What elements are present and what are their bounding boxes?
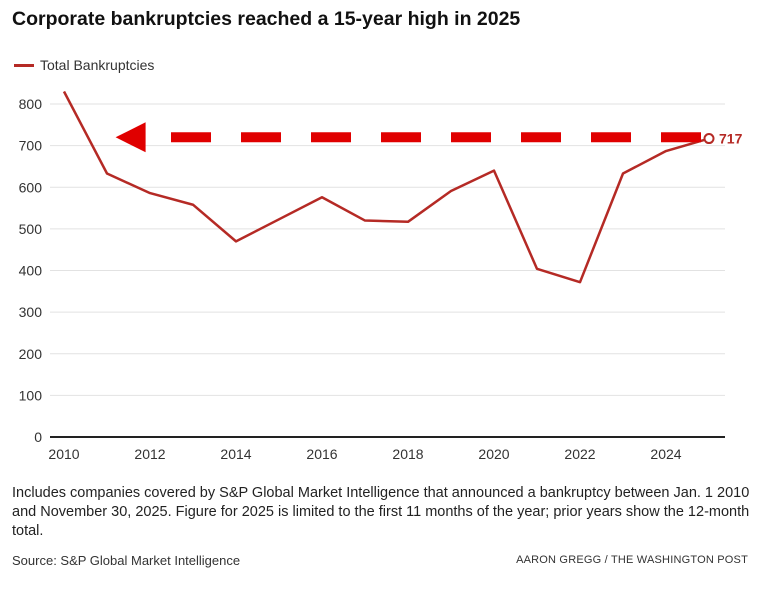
arrow-head-icon xyxy=(115,122,146,153)
x-tick-label: 2016 xyxy=(306,446,337,462)
y-tick-label: 500 xyxy=(19,221,43,237)
y-tick-label: 400 xyxy=(19,263,43,279)
series-line xyxy=(62,90,710,284)
y-tick-label: 200 xyxy=(19,346,43,362)
legend: Total Bankruptcies xyxy=(14,57,154,73)
chart-note: Includes companies covered by S&P Global… xyxy=(12,485,750,539)
line-chart: 0 100 200 300 400 500 600 700 800 2010 2012 2014 201… xyxy=(19,90,743,462)
x-tick-label: 2012 xyxy=(134,446,165,462)
y-tick-label: 300 xyxy=(19,304,43,320)
legend-label: Total Bankruptcies xyxy=(40,57,155,73)
x-tick-label: 2010 xyxy=(48,446,79,462)
x-tick-label: 2018 xyxy=(392,446,423,462)
y-tick-label: 100 xyxy=(19,387,43,403)
chart-title: Corporate bankruptcies reached a 15-year… xyxy=(12,8,521,30)
credit-text: AARON GREGG / THE WASHINGTON POST xyxy=(516,554,748,566)
x-tick-label: 2024 xyxy=(650,446,681,462)
end-value-label: 717 xyxy=(719,131,743,147)
y-tick-label: 800 xyxy=(19,96,43,112)
x-tick-label: 2014 xyxy=(220,446,251,462)
y-tick-label: 600 xyxy=(19,179,43,195)
y-tick-label: 700 xyxy=(19,138,43,154)
legend-swatch xyxy=(14,63,34,67)
source-text: Source: S&P Global Market Intelligence xyxy=(12,553,241,568)
end-marker xyxy=(703,133,715,145)
y-tick-label: 0 xyxy=(34,429,42,445)
x-tick-label: 2020 xyxy=(478,446,509,462)
x-tick-label: 2022 xyxy=(564,446,595,462)
